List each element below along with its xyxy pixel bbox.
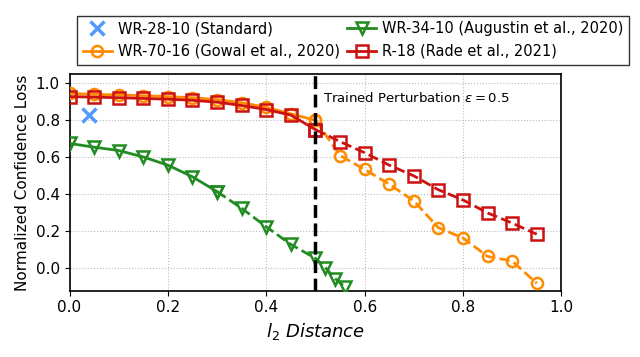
Text: Trained Perturbation $\epsilon=0.5$: Trained Perturbation $\epsilon=0.5$ [323,91,509,105]
X-axis label: $l_2$ Distance: $l_2$ Distance [266,321,365,342]
Y-axis label: Normalized Confidence Loss: Normalized Confidence Loss [15,74,30,291]
Legend: WR-28-10 (Standard), WR-70-16 (Gowal et al., 2020), WR-34-10 (Augustin et al., 2: WR-28-10 (Standard), WR-70-16 (Gowal et … [77,16,629,65]
